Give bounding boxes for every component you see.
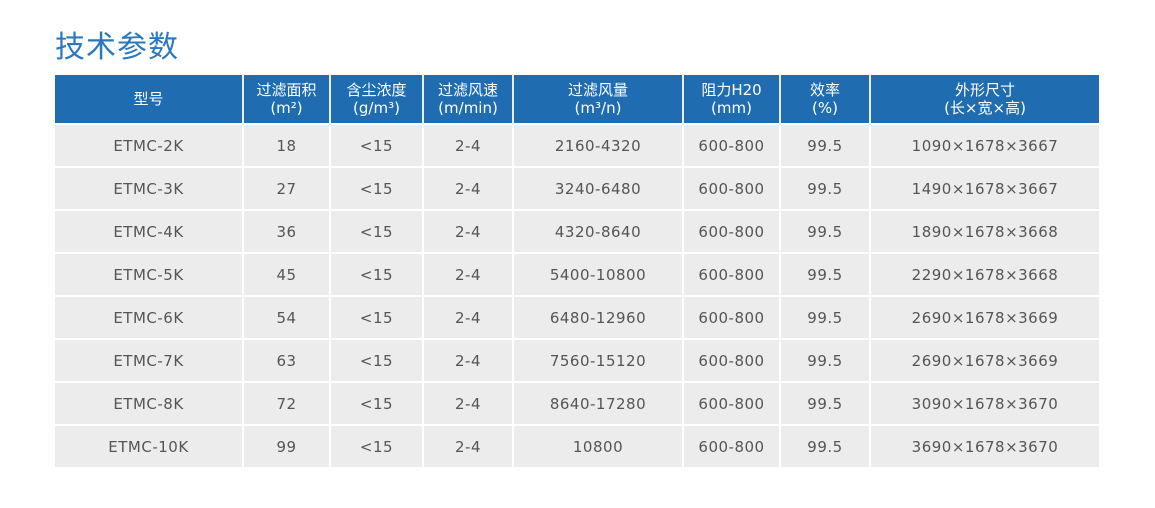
table-cell: ETMC-7K — [55, 338, 243, 382]
table-cell: ETMC-10K — [55, 424, 243, 467]
header-unit: (%) — [812, 99, 838, 117]
header-unit: (m/min) — [438, 99, 498, 117]
column-header: 效率 (%) — [779, 75, 870, 124]
table-cell: 2-4 — [422, 123, 513, 167]
table-row: ETMC-2K 18 <15 2-4 2160-4320 600-800 99.5 1090×… — [55, 123, 1099, 167]
table-cell: <15 — [329, 381, 423, 425]
table-cell: 600-800 — [682, 166, 780, 210]
table-cell: <15 — [329, 166, 423, 210]
table-cell: 99.5 — [779, 166, 870, 210]
table-cell: 99.5 — [779, 381, 870, 425]
header-unit: (mm) — [711, 99, 752, 117]
table-cell: 600-800 — [682, 424, 780, 467]
table-cell: 600-800 — [682, 209, 780, 253]
table-cell: 3690×1678×3670 — [869, 424, 1099, 467]
column-header: 过滤风速 (m/min) — [422, 75, 513, 124]
table-cell: 10800 — [512, 424, 683, 467]
table-cell: <15 — [329, 338, 423, 382]
spec-table: 型号 过滤面积 (m²) 含尘浓度 (g/m³) 过滤风速 (m/min) 过滤风量 (m³/n… — [55, 75, 1099, 467]
table-cell: <15 — [329, 424, 423, 467]
table-row: ETMC-10K 99 <15 2-4 10800 600-800 99.5 3690×167… — [55, 424, 1099, 467]
table-cell: 1490×1678×3667 — [869, 166, 1099, 210]
header-unit: (g/m³) — [353, 99, 400, 117]
column-header: 型号 — [55, 75, 243, 124]
table-cell: 3090×1678×3670 — [869, 381, 1099, 425]
table-cell: 7560-15120 — [512, 338, 683, 382]
page-title: 技术参数 — [55, 30, 179, 65]
table-cell: <15 — [329, 252, 423, 296]
table-row: ETMC-4K 36 <15 2-4 4320-8640 600-800 99.5 1890×… — [55, 209, 1099, 253]
table-cell: 99.5 — [779, 338, 870, 382]
header-label: 含尘浓度 — [346, 81, 407, 99]
table-cell: 99.5 — [779, 209, 870, 253]
table-cell: 2-4 — [422, 209, 513, 253]
header-unit: (m²) — [270, 99, 303, 117]
table-cell: <15 — [329, 123, 423, 167]
table-row: ETMC-5K 45 <15 2-4 5400-10800 600-800 99.5 2290… — [55, 252, 1099, 296]
column-header: 外形尺寸 (长×宽×高) — [869, 75, 1099, 124]
table-cell: ETMC-2K — [55, 123, 243, 167]
table-cell: 3240-6480 — [512, 166, 683, 210]
table-row: ETMC-3K 27 <15 2-4 3240-6480 600-800 99.5 1490×… — [55, 166, 1099, 210]
table-cell: 2690×1678×3669 — [869, 338, 1099, 382]
table-cell: ETMC-6K — [55, 295, 243, 339]
table-cell: 600-800 — [682, 123, 780, 167]
table-cell: 2-4 — [422, 338, 513, 382]
table-cell: 27 — [242, 166, 330, 210]
table-cell: 1090×1678×3667 — [869, 123, 1099, 167]
table-cell: 54 — [242, 295, 330, 339]
table-cell: 1890×1678×3668 — [869, 209, 1099, 253]
table-cell: 99.5 — [779, 295, 870, 339]
table-cell: 18 — [242, 123, 330, 167]
table-row: ETMC-8K 72 <15 2-4 8640-17280 600-800 99.5 3090… — [55, 381, 1099, 425]
header-label: 过滤风速 — [437, 81, 498, 99]
table-cell: ETMC-3K — [55, 166, 243, 210]
table-cell: 72 — [242, 381, 330, 425]
table-row: ETMC-7K 63 <15 2-4 7560-15120 600-800 99.5 2690… — [55, 338, 1099, 382]
table-row: ETMC-6K 54 <15 2-4 6480-12960 600-800 99.5 2690… — [55, 295, 1099, 339]
table-cell: 2-4 — [422, 252, 513, 296]
table-cell: 99.5 — [779, 424, 870, 467]
table-cell: 99 — [242, 424, 330, 467]
table-cell: 4320-8640 — [512, 209, 683, 253]
column-header: 含尘浓度 (g/m³) — [329, 75, 423, 124]
table-cell: ETMC-8K — [55, 381, 243, 425]
table-cell: 2-4 — [422, 424, 513, 467]
table-cell: 600-800 — [682, 338, 780, 382]
column-header: 过滤风量 (m³/n) — [512, 75, 683, 124]
table-cell: 2-4 — [422, 295, 513, 339]
table-cell: 5400-10800 — [512, 252, 683, 296]
table-cell: 2690×1678×3669 — [869, 295, 1099, 339]
table-cell: 8640-17280 — [512, 381, 683, 425]
table-cell: 600-800 — [682, 295, 780, 339]
header-unit: (m³/n) — [574, 99, 622, 117]
table-cell: <15 — [329, 295, 423, 339]
table-cell: <15 — [329, 209, 423, 253]
header-label: 过滤风量 — [567, 81, 628, 99]
table-cell: 6480-12960 — [512, 295, 683, 339]
table-cell: 36 — [242, 209, 330, 253]
table-cell: 99.5 — [779, 252, 870, 296]
column-header: 阻力H20 (mm) — [682, 75, 780, 124]
table-cell: ETMC-5K — [55, 252, 243, 296]
header-label: 效率 — [809, 81, 840, 99]
column-header: 过滤面积 (m²) — [242, 75, 330, 124]
table-cell: 63 — [242, 338, 330, 382]
table-cell: 2160-4320 — [512, 123, 683, 167]
table-cell: 600-800 — [682, 381, 780, 425]
table-cell: 2-4 — [422, 166, 513, 210]
header-label: 外形尺寸 — [954, 81, 1015, 99]
table-cell: 2-4 — [422, 381, 513, 425]
header-unit: (长×宽×高) — [944, 99, 1026, 117]
table-cell: 45 — [242, 252, 330, 296]
table-cell: ETMC-4K — [55, 209, 243, 253]
header-label: 过滤面积 — [256, 81, 317, 99]
header-label: 型号 — [133, 90, 164, 108]
table-cell: 2290×1678×3668 — [869, 252, 1099, 296]
table-cell: 99.5 — [779, 123, 870, 167]
header-label: 阻力H20 — [701, 81, 762, 99]
table-cell: 600-800 — [682, 252, 780, 296]
header-row: 型号 过滤面积 (m²) 含尘浓度 (g/m³) 过滤风速 (m/min) 过滤风量 (m³/n… — [55, 75, 1099, 124]
